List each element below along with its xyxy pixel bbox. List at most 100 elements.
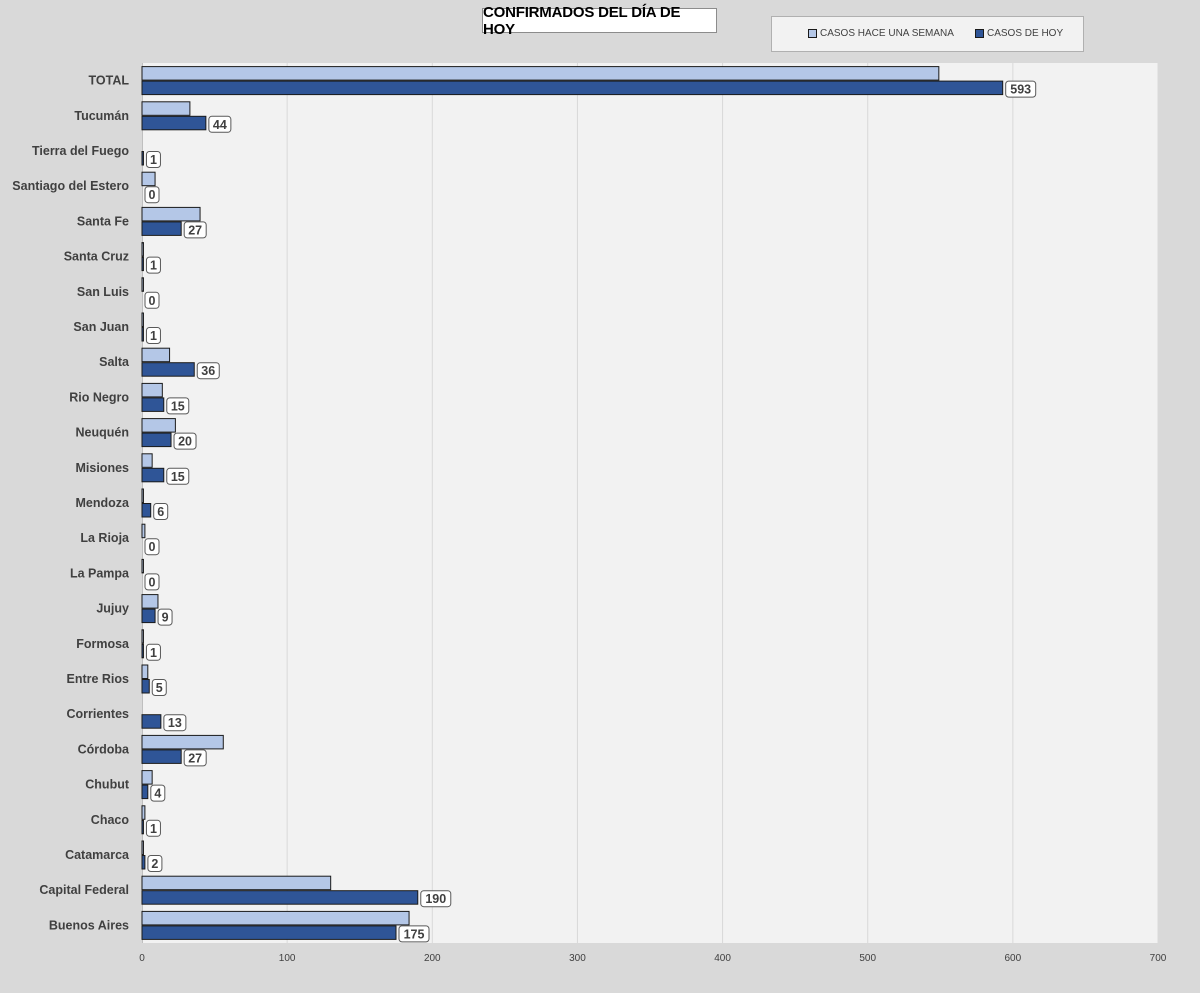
category-label: San Juan [73,320,129,334]
legend-item-week-ago: CASOS HACE UNA SEMANA [808,28,954,39]
data-label-box [166,397,190,415]
data-label: 1 [150,822,157,836]
bar-week-ago [141,66,940,81]
data-label-box [145,151,161,168]
bar-week-ago [141,242,144,257]
bar-today [141,819,144,835]
data-label-box [153,503,169,520]
category-label: Rio Negro [69,390,129,404]
bar-today [141,256,144,272]
bar-week-ago [141,453,153,468]
data-label-box [144,186,160,204]
data-label-box [398,925,430,943]
category-label: Santiago del Estero [12,179,129,193]
chart-title: CONFIRMADOS DEL DÍA DE HOY [482,4,717,38]
data-label: 1 [150,646,157,660]
category-label: Córdoba [78,742,130,756]
data-label: 27 [188,223,202,237]
data-label-box [208,115,232,133]
bar-week-ago [141,594,159,609]
category-label: San Luis [77,285,129,299]
bar-today [141,151,144,166]
category-label: Tierra del Fuego [32,144,129,158]
data-label: 593 [1010,83,1031,97]
x-tick-label: 0 [139,953,145,964]
data-label-box [150,784,166,802]
bar-week-ago [141,488,144,503]
category-label: Formosa [76,637,130,651]
bar-today [141,467,165,483]
category-label: La Rioja [80,531,130,545]
data-label: 175 [404,927,425,941]
data-label-box [145,327,161,344]
bar-today [141,327,144,342]
data-label: 44 [213,118,227,132]
bar-today [141,679,150,694]
bar-week-ago [141,347,171,363]
category-label: Santa Fe [77,214,129,228]
data-label: 0 [149,540,156,554]
data-label: 9 [162,611,169,625]
bar-today [141,432,172,448]
data-label-box [196,362,220,380]
bar-today [141,925,397,940]
data-label-box [145,819,161,837]
bar-week-ago [141,770,153,785]
data-label: 1 [150,329,157,343]
data-label: 2 [151,857,158,871]
bar-today [141,503,152,518]
category-label: Catamarca [65,848,130,862]
bar-week-ago [141,558,144,574]
category-label: Salta [99,355,130,369]
data-label-box [420,890,452,908]
bar-week-ago [141,629,144,644]
bar-today [141,890,419,905]
bar-today [141,749,182,764]
data-label-box [144,573,160,591]
x-tick-label: 600 [1005,953,1022,964]
data-label: 4 [154,787,161,801]
x-tick-label: 300 [569,953,586,964]
data-label-box [166,467,190,485]
bar-today [141,608,156,624]
bar-week-ago [141,277,144,292]
data-label: 20 [178,435,192,449]
data-label: 15 [171,399,185,413]
legend-label-week-ago: CASOS HACE UNA SEMANA [820,28,954,39]
data-label-box [147,855,163,872]
x-tick-label: 400 [714,953,731,964]
data-label: 0 [149,575,156,589]
data-label-box [173,432,197,450]
x-tick-label: 200 [424,953,441,964]
category-label: Buenos Aires [49,918,129,932]
bar-week-ago [141,101,191,116]
plot-area [142,63,1158,943]
category-label: Jujuy [96,602,129,616]
legend-item-today: CASOS DE HOY [975,28,1063,39]
bar-week-ago [141,805,146,820]
category-label: Capital Federal [39,883,129,897]
data-label: 6 [157,505,164,519]
category-label: Entre Rios [66,672,129,686]
bar-week-ago [141,840,144,855]
data-label-box [151,679,167,696]
data-label: 0 [149,294,156,308]
legend-label-today: CASOS DE HOY [987,28,1064,39]
legend-swatch-today [975,29,984,38]
bar-today [141,855,146,870]
legend: CASOS HACE UNA SEMANA CASOS DE HOY [771,16,1084,52]
bar-today [141,115,207,131]
data-label-box [144,538,160,556]
x-tick-label: 700 [1150,953,1167,964]
data-label: 15 [171,470,185,484]
category-label: TOTAL [88,74,129,88]
category-label: Tucumán [74,109,129,123]
bar-week-ago [141,734,224,750]
data-label-box [1005,80,1037,98]
data-label: 27 [188,751,202,765]
data-label-box [183,221,207,239]
data-label: 5 [156,681,163,695]
data-label-box [157,608,173,626]
